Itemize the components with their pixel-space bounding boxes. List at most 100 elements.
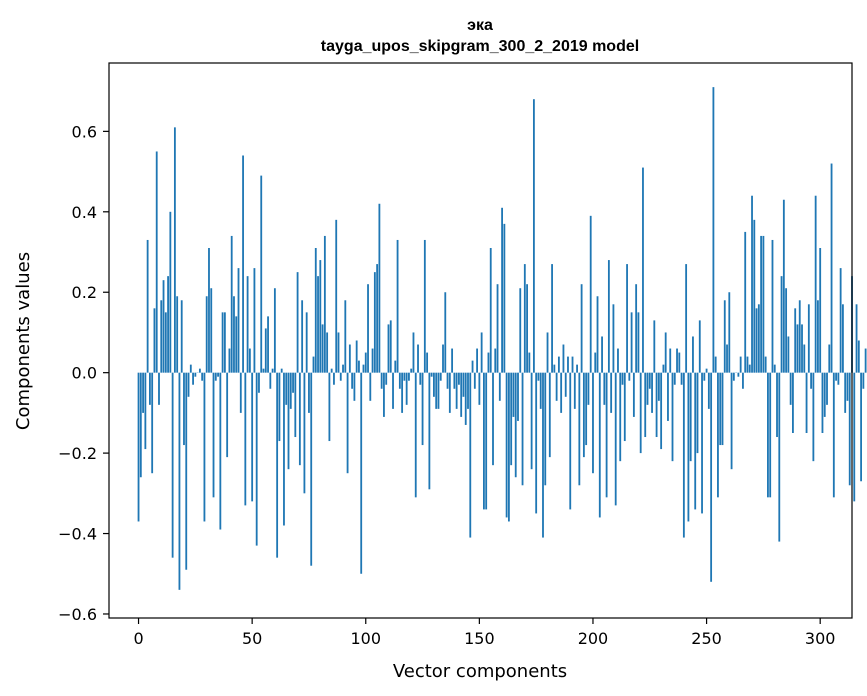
- bar-52: [255, 372, 258, 546]
- bar-310: [842, 304, 844, 373]
- y-tick-label: 0.2: [72, 283, 97, 302]
- bar-55: [262, 368, 265, 373]
- bar-175: [535, 372, 538, 514]
- bar-110: [387, 324, 390, 373]
- bar-6: [151, 372, 154, 474]
- bar-227: [653, 320, 656, 373]
- bar-18: [178, 372, 181, 590]
- bar-315: [853, 372, 856, 502]
- bar-278: [769, 372, 772, 498]
- bar-99: [362, 364, 365, 373]
- bar-155: [489, 248, 492, 373]
- bar-195: [580, 284, 583, 373]
- bar-59: [271, 368, 274, 373]
- bar-163: [507, 372, 510, 522]
- bar-73: [303, 372, 306, 494]
- bar-219: [635, 284, 638, 373]
- bar-234: [669, 348, 672, 373]
- bar-162: [505, 372, 508, 518]
- bar-135: [444, 292, 447, 373]
- bar-112: [392, 372, 394, 409]
- bar-239: [680, 372, 683, 385]
- bar-34: [214, 372, 217, 381]
- bar-35: [217, 372, 219, 377]
- bar-173: [530, 372, 533, 470]
- bar-302: [823, 372, 826, 417]
- bar-264: [737, 372, 740, 377]
- bar-257: [721, 372, 724, 446]
- bar-171: [526, 284, 528, 373]
- bar-42: [233, 296, 235, 373]
- bar-308: [837, 372, 840, 385]
- bar-7: [153, 308, 156, 373]
- bar-251: [707, 372, 710, 409]
- bar-183: [553, 364, 556, 373]
- bar-29: [203, 372, 206, 522]
- bar-70: [296, 272, 299, 373]
- bar-192: [573, 372, 576, 409]
- bar-237: [676, 348, 678, 373]
- bar-64: [283, 372, 285, 526]
- bar-300: [819, 248, 822, 373]
- bar-4: [146, 239, 149, 373]
- bar-141: [458, 372, 460, 385]
- bar-2: [142, 372, 144, 413]
- bar-108: [383, 372, 385, 417]
- bar-270: [751, 195, 753, 373]
- bar-169: [521, 372, 524, 486]
- bar-101: [367, 284, 369, 373]
- bar-150: [478, 372, 481, 405]
- bar-161: [503, 223, 506, 373]
- bar-242: [687, 372, 690, 522]
- bar-83: [326, 332, 329, 373]
- bar-120: [410, 368, 413, 373]
- bar-31: [208, 248, 210, 373]
- bar-79: [317, 276, 319, 373]
- bar-293: [803, 344, 806, 373]
- bar-206: [605, 372, 608, 498]
- bar-146: [469, 372, 472, 538]
- bar-69: [294, 372, 297, 438]
- x-tick-label: 300: [805, 629, 836, 648]
- bar-294: [805, 372, 808, 433]
- bar-180: [546, 332, 549, 373]
- bar-series: [137, 87, 867, 590]
- bar-277: [767, 372, 769, 498]
- bar-271: [753, 219, 756, 373]
- bar-193: [576, 364, 578, 373]
- bar-98: [360, 372, 363, 574]
- bar-244: [692, 336, 694, 373]
- bar-299: [817, 300, 819, 373]
- bar-132: [437, 372, 440, 409]
- x-axis-ticks: 0 50 100 150 200 250 300: [133, 618, 835, 648]
- bar-114: [396, 239, 399, 373]
- bar-191: [571, 356, 574, 373]
- bar-130: [433, 372, 435, 397]
- bar-49: [248, 348, 251, 373]
- bar-138: [451, 348, 454, 373]
- bar-258: [723, 300, 726, 373]
- bar-111: [389, 320, 392, 373]
- bar-254: [714, 356, 717, 373]
- bar-245: [694, 372, 697, 510]
- bar-89: [339, 372, 342, 381]
- bar-78: [314, 248, 317, 373]
- y-tick-label: 0.6: [72, 122, 97, 141]
- bar-140: [455, 372, 458, 409]
- bar-10: [160, 300, 163, 373]
- bar-312: [846, 372, 849, 401]
- bar-186: [560, 372, 563, 413]
- bar-137: [448, 372, 451, 413]
- bar-190: [569, 372, 572, 510]
- bar-189: [567, 356, 569, 373]
- bar-253: [712, 87, 715, 373]
- bar-282: [778, 372, 781, 542]
- bar-157: [494, 348, 497, 373]
- bar-50: [251, 372, 254, 502]
- bar-208: [610, 372, 613, 413]
- bar-145: [467, 372, 469, 409]
- bar-30: [205, 296, 208, 373]
- bar-119: [408, 372, 410, 381]
- bar-1: [139, 372, 142, 478]
- bar-68: [292, 372, 294, 393]
